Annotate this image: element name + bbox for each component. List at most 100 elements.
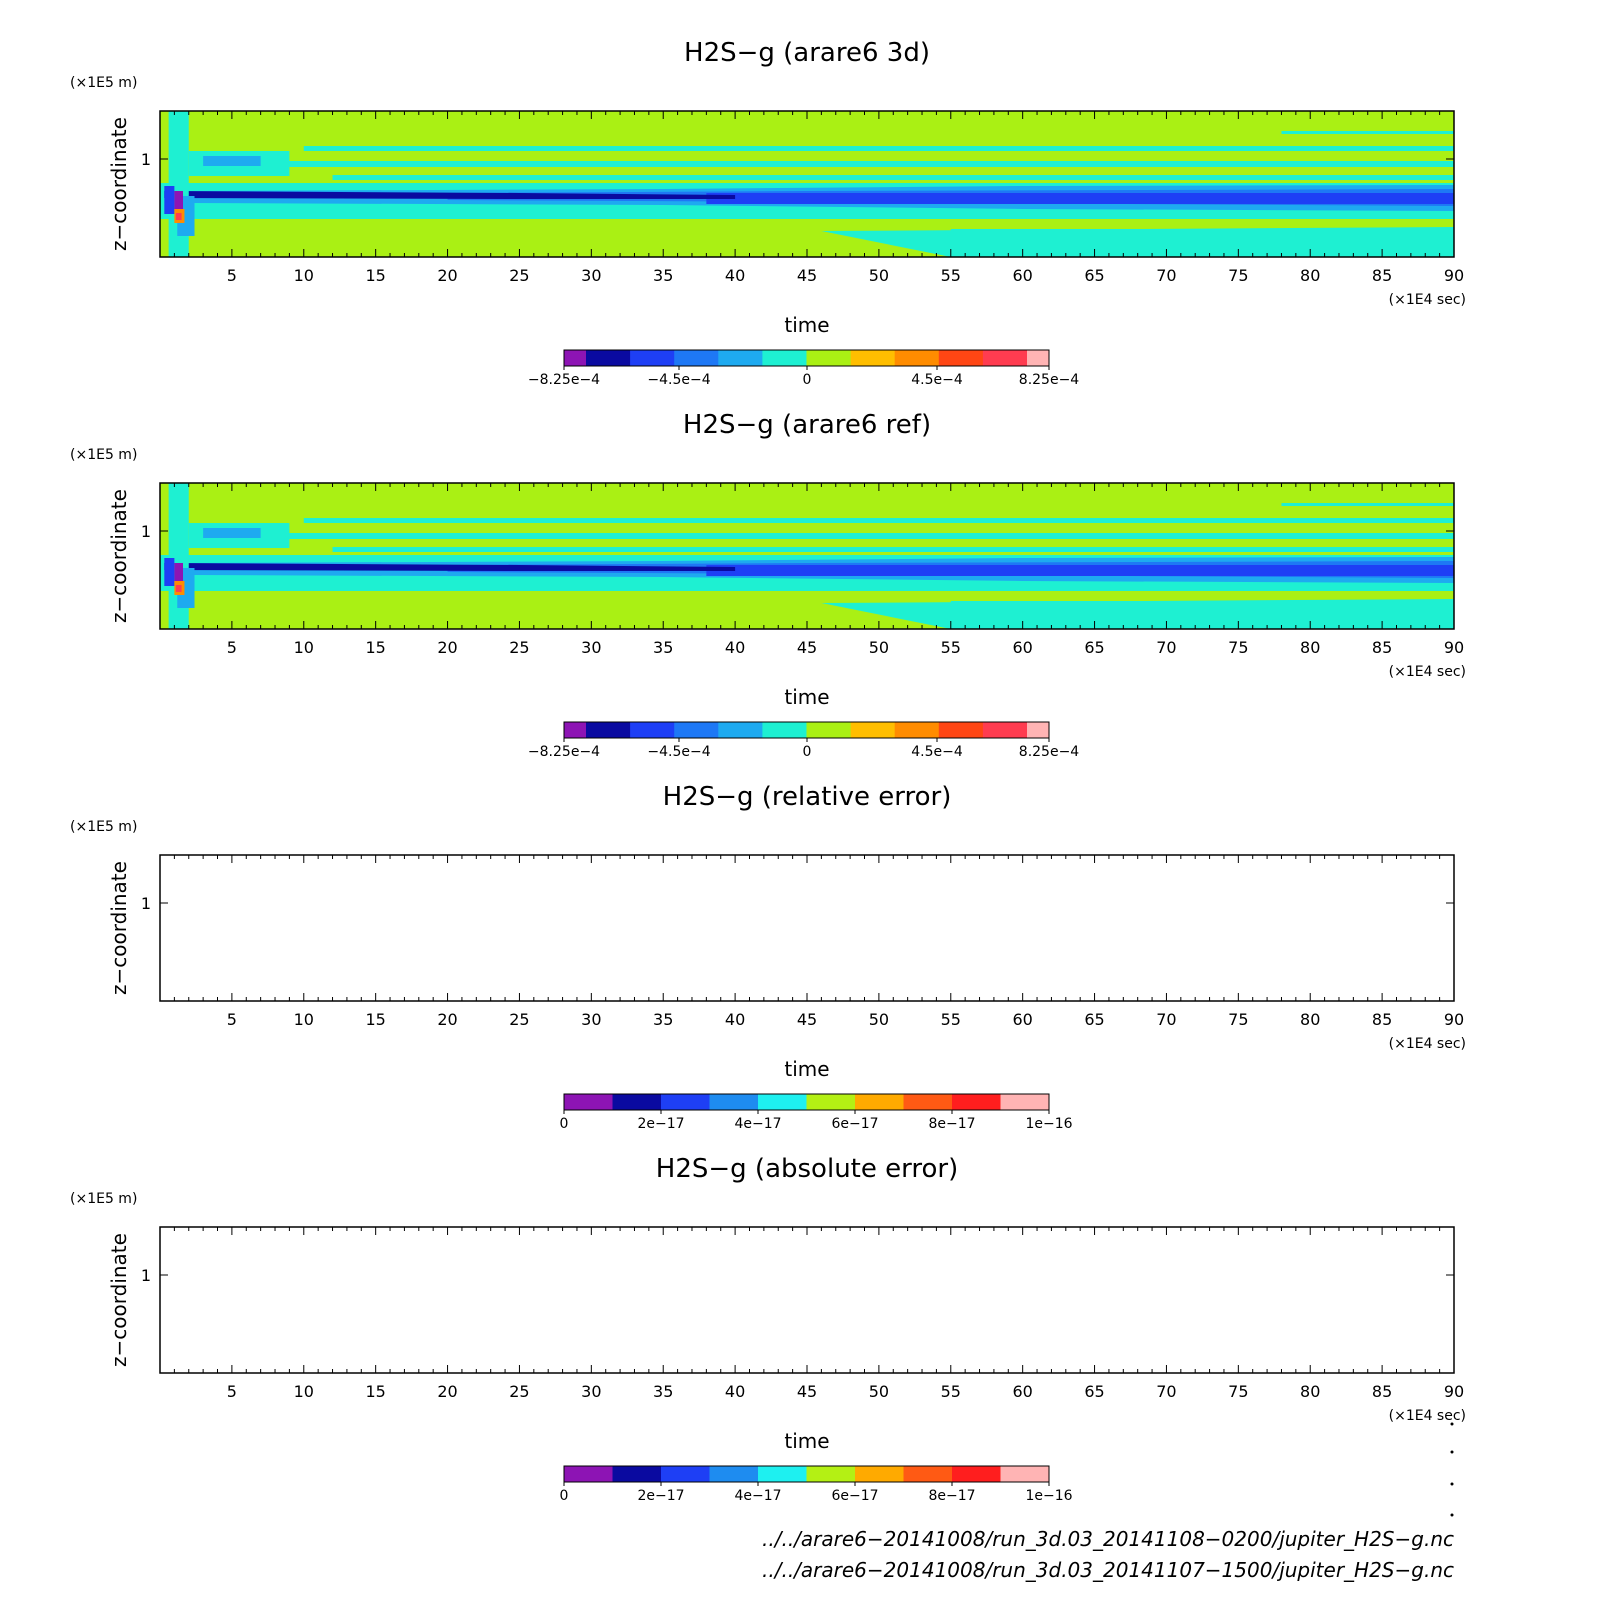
y-unit-label: (×1E5 m) xyxy=(70,75,137,91)
y-axis-label: z−coordinate xyxy=(107,117,131,251)
colorbar: −8.25e−4 −4.5e−4 0 4.5e−4 8.25e−4 xyxy=(528,349,1080,388)
x-tick-label: 50 xyxy=(869,638,889,657)
colorbar-swatch xyxy=(938,722,984,738)
x-tick-label: 80 xyxy=(1300,266,1320,285)
colorbar-swatch xyxy=(1000,1466,1050,1482)
x-tick-label: 45 xyxy=(797,1010,817,1029)
y-axis-label: z−coordinate xyxy=(107,861,131,995)
x-tick-label: 20 xyxy=(437,638,457,657)
x-tick-label: 80 xyxy=(1300,1010,1320,1029)
x-tick-label: 85 xyxy=(1372,1382,1392,1401)
colorbar-swatch xyxy=(564,350,587,366)
x-axis-label: time xyxy=(784,313,829,337)
x-tick-label: 80 xyxy=(1300,638,1320,657)
panel-title: H2S−g (arare6 ref) xyxy=(683,410,931,440)
colorbar-swatch xyxy=(938,350,984,366)
plot-frame xyxy=(159,1226,1455,1374)
colorbar-swatch xyxy=(661,1466,710,1482)
colorbar-swatch xyxy=(758,1094,807,1110)
colorbar-tick-label: 4.5e−4 xyxy=(911,744,963,760)
x-tick-label: 80 xyxy=(1300,1382,1320,1401)
x-tick-label: 85 xyxy=(1372,266,1392,285)
footer-file-3d: ../../arare6−20141008/run_3d.03_20141108… xyxy=(762,1527,1454,1551)
panel-title: H2S−g (absolute error) xyxy=(656,1154,958,1184)
footer-dot xyxy=(1450,1513,1454,1517)
panel-title: H2S−g (arare6 3d) xyxy=(684,38,930,68)
colorbar: 0 2e−17 4e−17 6e−17 8e−17 1e−16 xyxy=(560,1465,1073,1504)
x-tick-label: 30 xyxy=(581,266,601,285)
x-tick-label: 15 xyxy=(365,638,385,657)
colorbar-tick-label: 8.25e−4 xyxy=(1019,372,1080,388)
footer-dot xyxy=(1450,1450,1454,1454)
x-tick-label: 65 xyxy=(1084,1010,1104,1029)
x-tick-label: 35 xyxy=(653,1382,673,1401)
heatmap-field xyxy=(160,111,1454,257)
colorbar-swatch xyxy=(630,722,675,738)
panel-3: H2S−g (absolute error) (×1E5 m) z−coordina… xyxy=(70,1154,1466,1504)
colorbar-swatch xyxy=(674,722,719,738)
x-tick-label: 90 xyxy=(1444,1382,1464,1401)
colorbar-swatch xyxy=(661,1094,710,1110)
x-axis-label: time xyxy=(784,685,829,709)
colorbar-swatch xyxy=(612,1094,662,1110)
x-tick-label: 55 xyxy=(941,1010,961,1029)
x-tick-label: 40 xyxy=(725,1010,745,1029)
y-tick-label: 1 xyxy=(141,1266,151,1285)
x-unit-label: (×1E4 sec) xyxy=(1389,292,1466,308)
x-axis-label: time xyxy=(784,1057,829,1081)
x-tick-label: 10 xyxy=(294,638,314,657)
colorbar-tick-label: 2e−17 xyxy=(637,1488,684,1504)
x-tick-label: 5 xyxy=(227,1382,237,1401)
x-unit-label: (×1E4 sec) xyxy=(1389,664,1466,680)
footer-dot xyxy=(1450,1422,1454,1426)
colorbar-tick-label: −8.25e−4 xyxy=(528,372,600,388)
x-tick-label: 40 xyxy=(725,638,745,657)
colorbar-swatch xyxy=(903,1094,953,1110)
x-tick-label: 70 xyxy=(1156,1010,1176,1029)
axis-ticks xyxy=(160,1227,1455,1373)
colorbar-tick-label: 2e−17 xyxy=(637,1116,684,1132)
colorbar-swatch xyxy=(718,350,763,366)
x-tick-label: 75 xyxy=(1228,1010,1248,1029)
colorbar-swatch xyxy=(806,1094,856,1110)
colorbar-swatch xyxy=(894,350,940,366)
x-tick-label: 65 xyxy=(1084,1382,1104,1401)
x-unit-label: (×1E4 sec) xyxy=(1389,1408,1466,1424)
x-tick-label: 25 xyxy=(509,266,529,285)
x-tick-label: 45 xyxy=(797,1382,817,1401)
x-tick-label: 10 xyxy=(294,1010,314,1029)
y-unit-label: (×1E5 m) xyxy=(70,1191,137,1207)
colorbar-swatch xyxy=(564,722,587,738)
y-tick-label: 1 xyxy=(141,150,151,169)
x-tick-label: 70 xyxy=(1156,638,1176,657)
x-tick-label: 85 xyxy=(1372,638,1392,657)
colorbar-swatch xyxy=(982,722,1028,738)
y-tick-label: 1 xyxy=(141,894,151,913)
colorbar-tick-label: 8e−17 xyxy=(928,1488,975,1504)
x-tick-label: 50 xyxy=(869,1382,889,1401)
y-axis-label: z−coordinate xyxy=(107,1233,131,1367)
x-axis-label: time xyxy=(784,1429,829,1453)
x-tick-label: 5 xyxy=(227,1010,237,1029)
x-tick-label: 35 xyxy=(653,638,673,657)
x-unit-label: (×1E4 sec) xyxy=(1389,1036,1466,1052)
colorbar-swatch xyxy=(982,350,1028,366)
colorbar-swatch xyxy=(564,1466,613,1482)
x-tick-label: 30 xyxy=(581,1010,601,1029)
colorbar-swatch xyxy=(806,1466,856,1482)
colorbar-swatch xyxy=(952,1466,1001,1482)
footer-dot xyxy=(1450,1482,1454,1486)
x-tick-label: 85 xyxy=(1372,1010,1392,1029)
colorbar-swatch xyxy=(762,722,807,738)
colorbar-swatch xyxy=(806,722,852,738)
colorbar-swatch xyxy=(855,1094,904,1110)
x-tick-label: 65 xyxy=(1084,638,1104,657)
colorbar-swatch xyxy=(952,1094,1001,1110)
colorbar-swatch xyxy=(806,350,852,366)
colorbar-swatch xyxy=(1027,722,1050,738)
panel-2: H2S−g (relative error) (×1E5 m) z−coordina… xyxy=(70,782,1466,1132)
colorbar-tick-label: 6e−17 xyxy=(831,1488,878,1504)
x-tick-label: 35 xyxy=(653,266,673,285)
colorbar: 0 2e−17 4e−17 6e−17 8e−17 1e−16 xyxy=(560,1093,1073,1132)
